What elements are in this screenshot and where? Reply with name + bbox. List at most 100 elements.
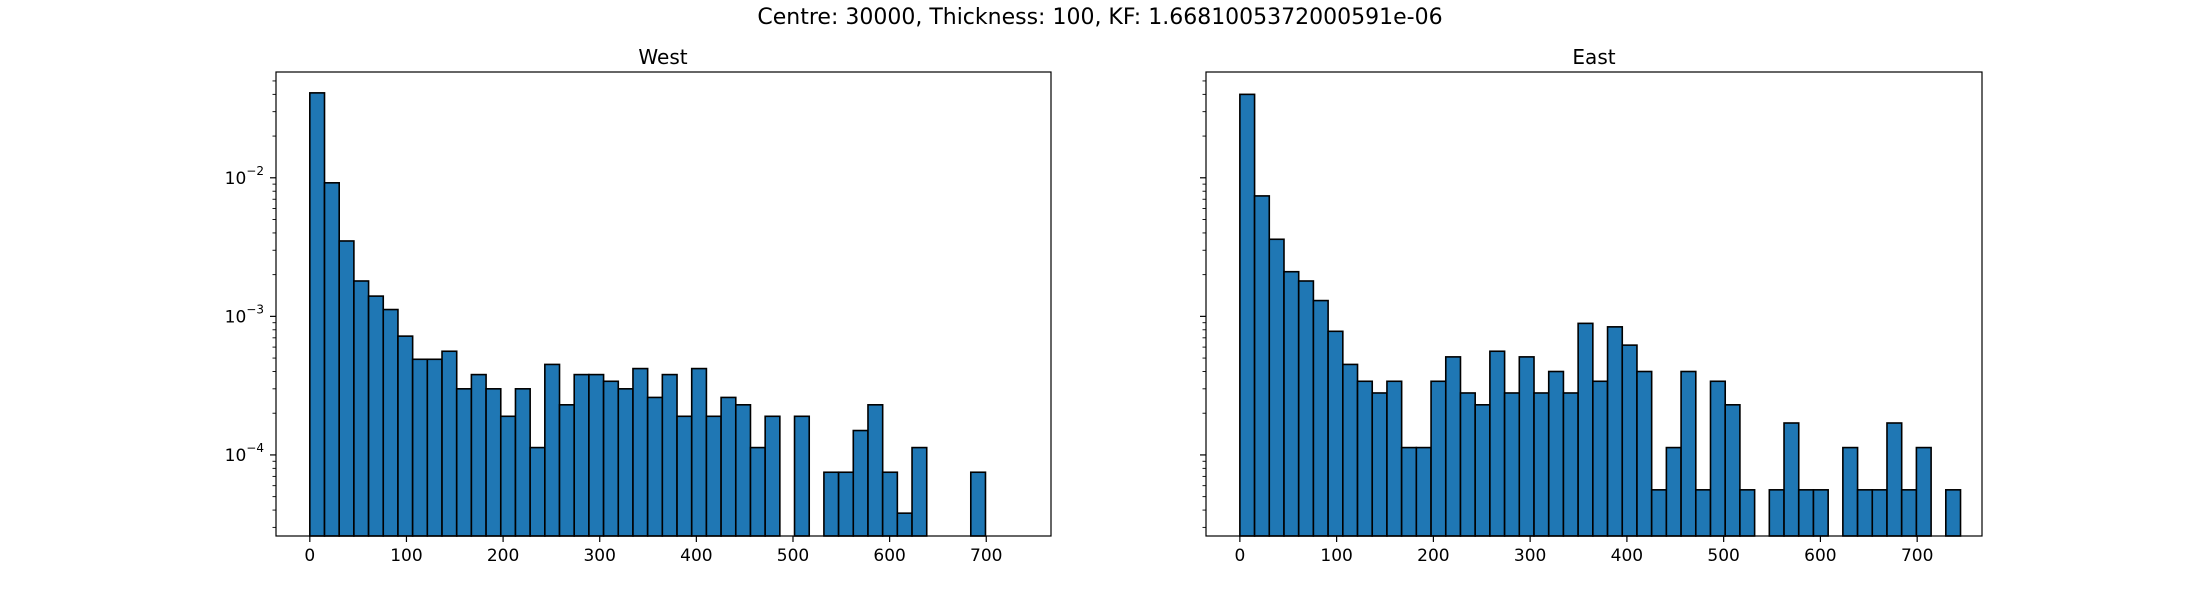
east-bar	[1915, 446, 1932, 537]
west-bar	[514, 388, 531, 537]
west-bar	[499, 415, 517, 537]
west-bar	[485, 388, 502, 537]
west-x-tick-label: 100	[390, 546, 422, 566]
west-bar	[749, 446, 766, 537]
west-bar	[426, 358, 443, 537]
west-bar	[573, 373, 590, 537]
east-bar	[1547, 370, 1565, 537]
east-bar	[1621, 344, 1638, 537]
east-bar	[1812, 489, 1829, 537]
east-bar	[1709, 380, 1727, 537]
west-bar	[881, 471, 899, 537]
east-x-tick-label: 0	[1234, 546, 1245, 566]
west-bar	[588, 373, 605, 537]
east-bar	[1577, 322, 1594, 537]
west-bar	[896, 512, 913, 537]
east-bar	[1474, 404, 1491, 537]
west-bar	[690, 367, 708, 537]
east-plot-frame	[1205, 71, 1983, 537]
figure-title: Centre: 30000, Thickness: 100, KF: 1.668…	[757, 5, 1442, 30]
west-panel-title: West	[638, 45, 687, 69]
west-y-tick-label: 10−2	[225, 164, 264, 189]
east-bar	[1297, 280, 1315, 537]
west-bar	[397, 335, 414, 537]
east-bar	[1518, 356, 1535, 537]
east-bar	[1694, 489, 1712, 537]
east-x-tick-label: 100	[1320, 546, 1352, 566]
east-bar	[1871, 489, 1888, 537]
west-plot-frame	[275, 71, 1052, 537]
east-bar	[1797, 489, 1815, 537]
east-bar	[1356, 380, 1374, 537]
east-bar	[1768, 489, 1785, 537]
east-bar	[1283, 270, 1300, 537]
east-x-tick-label: 500	[1707, 546, 1739, 566]
west-bar	[441, 350, 458, 537]
east-bar	[1842, 446, 1859, 537]
east-bar	[1400, 446, 1418, 537]
west-x-tick-label: 200	[487, 546, 519, 566]
east-bars	[1239, 93, 1962, 537]
east-bar	[1783, 422, 1800, 537]
west-bar	[764, 415, 781, 537]
west-bar	[382, 308, 399, 537]
east-bar	[1415, 446, 1432, 537]
west-bar	[323, 182, 341, 537]
east-bar	[1312, 299, 1329, 537]
west-x-tick-label: 0	[304, 546, 315, 566]
east-bar	[1430, 380, 1447, 537]
east-bar	[1239, 93, 1256, 537]
west-bar	[720, 396, 737, 537]
west-bar	[309, 92, 326, 537]
east-bar	[1665, 446, 1682, 537]
east-bar	[1253, 195, 1271, 537]
west-bar	[852, 429, 869, 537]
east-bar	[1459, 392, 1476, 537]
west-bar	[632, 367, 649, 537]
east-bar	[1503, 392, 1521, 537]
west-bar	[867, 404, 884, 537]
east-bar	[1945, 489, 1962, 537]
west-x-tick-label: 600	[873, 546, 905, 566]
west-x-tick-label: 400	[680, 546, 712, 566]
east-bar	[1724, 404, 1741, 537]
west-x-tick-label: 700	[970, 546, 1002, 566]
east-bar	[1327, 330, 1344, 537]
west-bar	[411, 358, 429, 537]
west-bar	[353, 280, 370, 537]
west-y-tick-label: 10−3	[225, 302, 264, 327]
east-bar	[1268, 238, 1285, 537]
east-x-tick-label: 300	[1514, 546, 1546, 566]
east-bar	[1562, 392, 1579, 537]
east-bar	[1371, 392, 1388, 537]
west-x-tick-label: 300	[583, 546, 615, 566]
west-bars	[309, 92, 987, 537]
west-x-tick-label: 500	[777, 546, 809, 566]
east-panel-title: East	[1572, 45, 1615, 69]
east-bar	[1489, 350, 1506, 537]
east-bar	[1386, 380, 1403, 537]
east-x-tick-label: 600	[1804, 546, 1836, 566]
west-panel: West 0 100 200 300 400 500 600 700 10−2 10−3 10−4	[225, 45, 1052, 566]
east-bar	[1680, 370, 1697, 537]
west-x-axis: 0 100 200 300 400 500 600 700	[304, 536, 1002, 566]
east-bar	[1900, 489, 1918, 537]
west-bar	[617, 388, 634, 537]
west-bar	[455, 388, 473, 537]
west-bar	[837, 471, 855, 537]
east-bar	[1606, 326, 1624, 537]
east-x-tick-label: 200	[1417, 546, 1449, 566]
west-bar	[823, 471, 840, 537]
west-y-axis: 10−2 10−3 10−4	[225, 80, 276, 528]
east-bar	[1444, 356, 1462, 537]
west-bar	[705, 415, 722, 537]
west-bar	[544, 363, 561, 537]
east-bar	[1886, 422, 1903, 537]
east-x-tick-label: 700	[1901, 546, 1933, 566]
west-bar	[470, 373, 487, 537]
west-bar	[367, 295, 385, 537]
west-bar	[529, 446, 546, 537]
west-y-tick-label: 10−4	[225, 441, 264, 466]
west-bar	[661, 373, 678, 537]
